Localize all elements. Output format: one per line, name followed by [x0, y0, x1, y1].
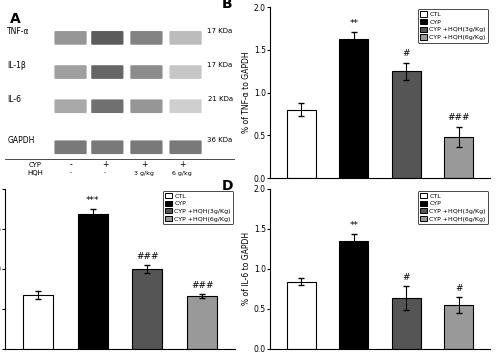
- FancyBboxPatch shape: [54, 140, 86, 154]
- Text: **: **: [350, 221, 358, 230]
- Text: 3 g/kg: 3 g/kg: [134, 171, 154, 176]
- Bar: [23, 295, 53, 349]
- FancyBboxPatch shape: [170, 99, 202, 113]
- Bar: [287, 282, 316, 349]
- Bar: [392, 298, 420, 349]
- Bar: [444, 137, 473, 178]
- FancyBboxPatch shape: [54, 31, 86, 45]
- Bar: [287, 110, 316, 178]
- Bar: [187, 296, 217, 349]
- Text: TNF-α: TNF-α: [8, 27, 30, 36]
- Text: D: D: [222, 179, 233, 193]
- FancyBboxPatch shape: [54, 65, 86, 79]
- Text: ###: ###: [191, 281, 214, 289]
- Text: -: -: [69, 160, 72, 169]
- FancyBboxPatch shape: [54, 99, 86, 113]
- Text: +: +: [179, 160, 186, 169]
- FancyBboxPatch shape: [130, 140, 162, 154]
- Text: ***: ***: [86, 196, 100, 205]
- Text: +: +: [102, 160, 108, 169]
- Bar: [78, 214, 108, 349]
- Text: HQH: HQH: [27, 169, 43, 176]
- Legend: CTL, CYP, CYP +HQH(3g/Kg), CYP +HQH(6g/Kg): CTL, CYP, CYP +HQH(3g/Kg), CYP +HQH(6g/K…: [163, 190, 233, 224]
- Y-axis label: % of IL-6 to GAPDH: % of IL-6 to GAPDH: [242, 232, 251, 305]
- FancyBboxPatch shape: [170, 65, 202, 79]
- FancyBboxPatch shape: [130, 31, 162, 45]
- Text: IL-6: IL-6: [8, 95, 22, 104]
- Text: #: #: [455, 284, 462, 293]
- Bar: [132, 269, 162, 349]
- FancyBboxPatch shape: [92, 31, 124, 45]
- Y-axis label: % of TNF-α to GAPDH: % of TNF-α to GAPDH: [242, 52, 251, 134]
- Text: +: +: [141, 160, 148, 169]
- Text: ###: ###: [448, 114, 470, 122]
- Text: GAPDH: GAPDH: [8, 136, 34, 145]
- Text: 6 g/kg: 6 g/kg: [172, 171, 192, 176]
- Text: #: #: [402, 49, 410, 58]
- FancyBboxPatch shape: [170, 31, 202, 45]
- Text: CYP: CYP: [28, 162, 42, 168]
- Bar: [392, 71, 420, 178]
- Text: -: -: [104, 171, 106, 176]
- Text: **: **: [350, 19, 358, 28]
- Text: 21 KDa: 21 KDa: [208, 96, 233, 103]
- FancyBboxPatch shape: [130, 65, 162, 79]
- Legend: CTL, CYP, CYP +HQH(3g/Kg), CYP +HQH(6g/Kg): CTL, CYP, CYP +HQH(3g/Kg), CYP +HQH(6g/K…: [418, 190, 488, 224]
- Text: 36 KDa: 36 KDa: [208, 137, 233, 143]
- Text: 17 KDa: 17 KDa: [208, 62, 233, 68]
- Text: -: -: [70, 171, 71, 176]
- FancyBboxPatch shape: [92, 99, 124, 113]
- Bar: [444, 305, 473, 349]
- Text: ###: ###: [136, 252, 158, 261]
- FancyBboxPatch shape: [170, 140, 202, 154]
- FancyBboxPatch shape: [130, 99, 162, 113]
- Text: A: A: [10, 12, 20, 26]
- Text: B: B: [222, 0, 232, 11]
- Text: #: #: [402, 273, 410, 282]
- Bar: [340, 241, 368, 349]
- Legend: CTL, CYP, CYP +HQH(3g/Kg), CYP +HQH(6g/Kg): CTL, CYP, CYP +HQH(3g/Kg), CYP +HQH(6g/K…: [418, 9, 488, 43]
- FancyBboxPatch shape: [92, 140, 124, 154]
- Text: IL-1β: IL-1β: [8, 61, 26, 70]
- Text: 17 KDa: 17 KDa: [208, 28, 233, 34]
- Bar: [340, 39, 368, 178]
- FancyBboxPatch shape: [92, 65, 124, 79]
